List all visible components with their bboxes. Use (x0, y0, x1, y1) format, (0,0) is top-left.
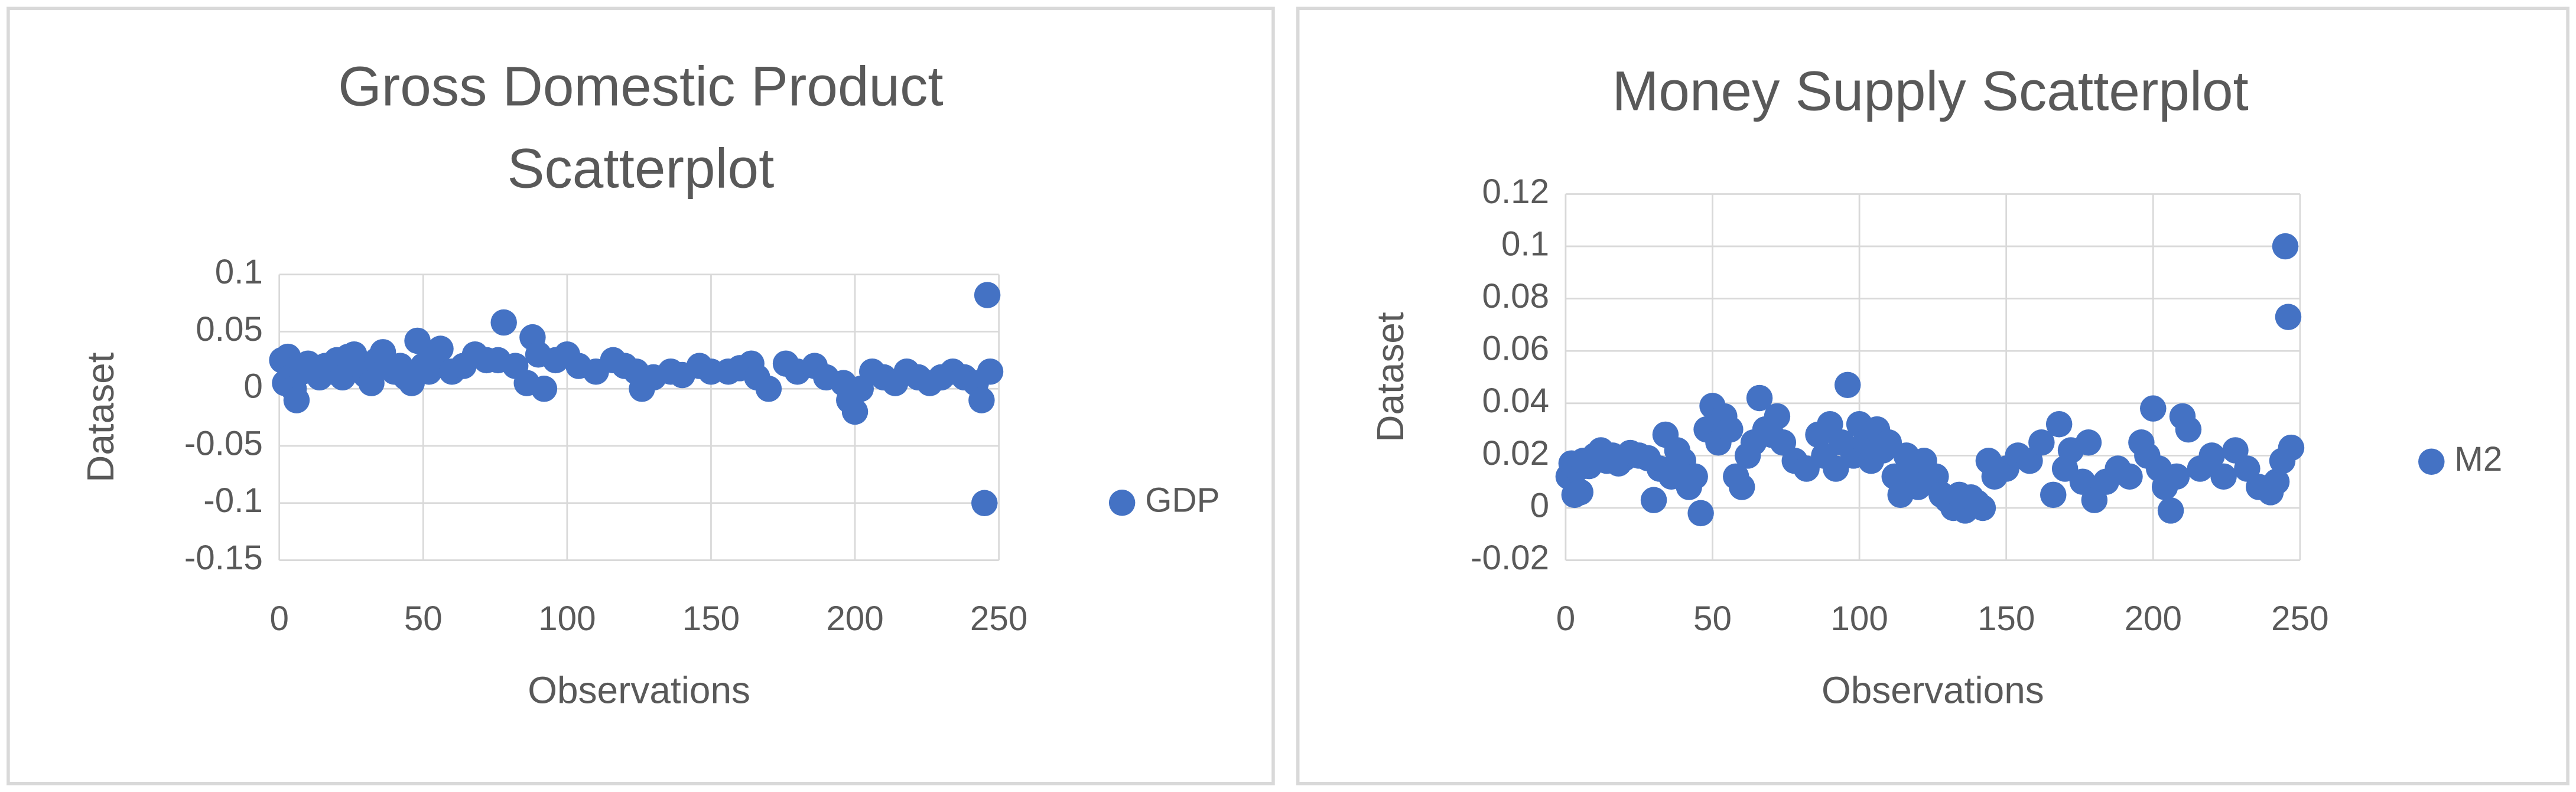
data-point (2163, 463, 2190, 490)
data-point (2157, 497, 2184, 524)
data-point (2263, 468, 2290, 495)
x-tick-label: 250 (970, 599, 1027, 638)
y-tick-label: 0.08 (1482, 277, 1549, 315)
data-point (531, 376, 558, 402)
data-point (1746, 384, 1773, 412)
data-point (2210, 463, 2237, 490)
y-tick-label: 0.02 (1482, 434, 1549, 472)
x-tick-label: 200 (2125, 599, 2182, 638)
legend-marker (2418, 448, 2445, 475)
data-point (1567, 479, 1594, 506)
data-point (841, 398, 869, 425)
y-axis-title: Dataset (79, 352, 122, 483)
y-tick-label: 0.1 (1501, 224, 1549, 263)
x-tick-label: 0 (269, 599, 288, 638)
y-tick-label: 0.1 (215, 253, 263, 291)
data-point (1687, 500, 1714, 527)
data-point (2198, 442, 2225, 469)
data-point (490, 309, 517, 336)
data-point (1717, 416, 1744, 443)
x-tick-label: 200 (826, 599, 883, 638)
y-tick-label: 0.12 (1482, 172, 1549, 211)
data-point (2075, 429, 2102, 456)
y-tick-label: 0.06 (1482, 330, 1549, 368)
x-tick-label: 250 (2271, 599, 2328, 638)
data-point (755, 376, 782, 402)
data-point (2272, 233, 2299, 260)
x-tick-label: 50 (404, 599, 443, 638)
data-point (971, 490, 998, 517)
legend-marker (1108, 489, 1136, 516)
data-point (2040, 481, 2067, 509)
x-axis-title: Observations (528, 669, 750, 712)
data-point (1681, 463, 1708, 490)
y-tick-label: -0.1 (203, 481, 263, 520)
x-tick-label: 150 (1977, 599, 2035, 638)
x-tick-label: 0 (1556, 599, 1575, 638)
legend-label: M2 (2454, 440, 2502, 478)
data-point (977, 358, 1004, 385)
data-point (1640, 487, 1667, 513)
data-point (1834, 371, 1861, 399)
y-tick-label: 0 (1530, 486, 1549, 524)
data-point (283, 387, 310, 413)
y-axis-title: Dataset (1369, 312, 1411, 442)
y-tick-label: -0.02 (1471, 539, 1549, 577)
x-axis-title: Observations (1822, 669, 2044, 712)
data-point (2045, 411, 2073, 438)
chart-title: Money Supply Scatterplot (1612, 60, 2249, 123)
x-tick-label: 150 (682, 599, 740, 638)
chart-frame (1296, 6, 2570, 786)
x-tick-label: 100 (1830, 599, 1888, 638)
data-point (358, 370, 385, 396)
y-tick-label: 0.05 (196, 310, 263, 348)
data-point (2140, 395, 2167, 422)
data-point (968, 387, 995, 413)
y-tick-label: 0.04 (1482, 382, 1549, 420)
data-point (2278, 434, 2305, 461)
x-tick-label: 100 (538, 599, 596, 638)
data-point (974, 282, 1001, 308)
data-point (2028, 429, 2055, 456)
legend-label: GDP (1145, 481, 1219, 520)
data-point (1764, 403, 1791, 430)
y-tick-label: -0.05 (184, 424, 263, 462)
data-point (427, 335, 454, 362)
data-point (1728, 474, 1755, 500)
data-point (2275, 304, 2302, 330)
chart-title: Gross Domestic Product Scatterplot (338, 55, 943, 200)
data-point (1969, 494, 1996, 522)
y-tick-label: 0 (243, 367, 262, 406)
data-point (2175, 416, 2202, 443)
data-point (2116, 463, 2143, 490)
y-tick-label: -0.15 (184, 539, 263, 577)
x-tick-label: 50 (1693, 599, 1732, 638)
